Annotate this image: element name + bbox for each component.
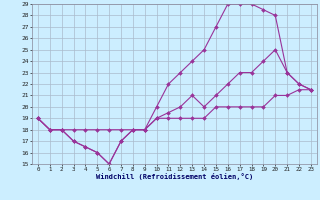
- X-axis label: Windchill (Refroidissement éolien,°C): Windchill (Refroidissement éolien,°C): [96, 173, 253, 180]
